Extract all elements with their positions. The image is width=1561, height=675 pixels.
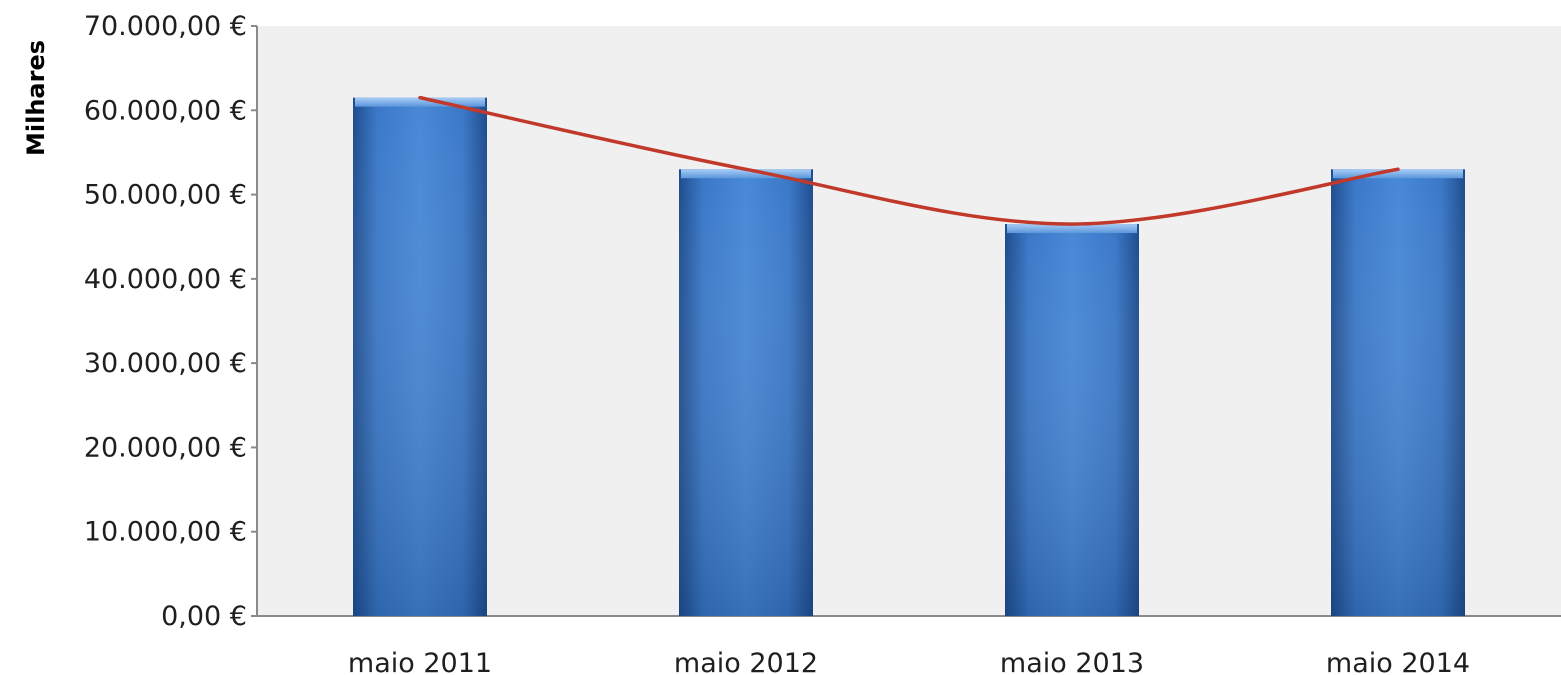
x-category-label: maio 2013	[1000, 648, 1144, 675]
y-tick-label: 40.000,00 €	[84, 264, 247, 295]
y-tick-label: 0,00 €	[161, 601, 247, 632]
bars	[353, 97, 1465, 617]
bar	[353, 97, 487, 616]
x-category-label: maio 2014	[1326, 648, 1470, 675]
bar-shade	[1005, 224, 1139, 617]
y-tick-label: 70.000,00 €	[84, 11, 247, 42]
bar-top-highlight	[681, 169, 811, 179]
trend-line	[418, 95, 1400, 226]
bar-shade	[353, 97, 487, 616]
bar-shade	[679, 169, 813, 617]
bar	[1331, 169, 1465, 617]
bar	[1005, 224, 1139, 617]
bar-top-highlight	[1333, 169, 1463, 179]
bar-top-highlight	[1007, 224, 1137, 234]
bar	[679, 169, 813, 617]
y-tick-label: 20.000,00 €	[84, 432, 247, 463]
x-category-label: maio 2011	[348, 648, 492, 675]
bar-top-highlight	[355, 97, 485, 107]
y-axis-title: Milhares	[22, 40, 50, 156]
y-tick-label: 50.000,00 €	[84, 180, 247, 211]
y-tick-label: 60.000,00 €	[84, 95, 247, 126]
bar-shade	[1331, 169, 1465, 617]
x-category-label: maio 2012	[674, 648, 818, 675]
x-axis-labels: maio 2011 maio 2012 maio 2013 maio 2014	[348, 648, 1470, 675]
y-tick-label: 30.000,00 €	[84, 348, 247, 379]
y-axis-ticks: 0,00 € 10.000,00 € 20.000,00 € 30.000,00 € 4…	[84, 11, 257, 632]
y-tick-label: 10.000,00 €	[84, 517, 247, 548]
